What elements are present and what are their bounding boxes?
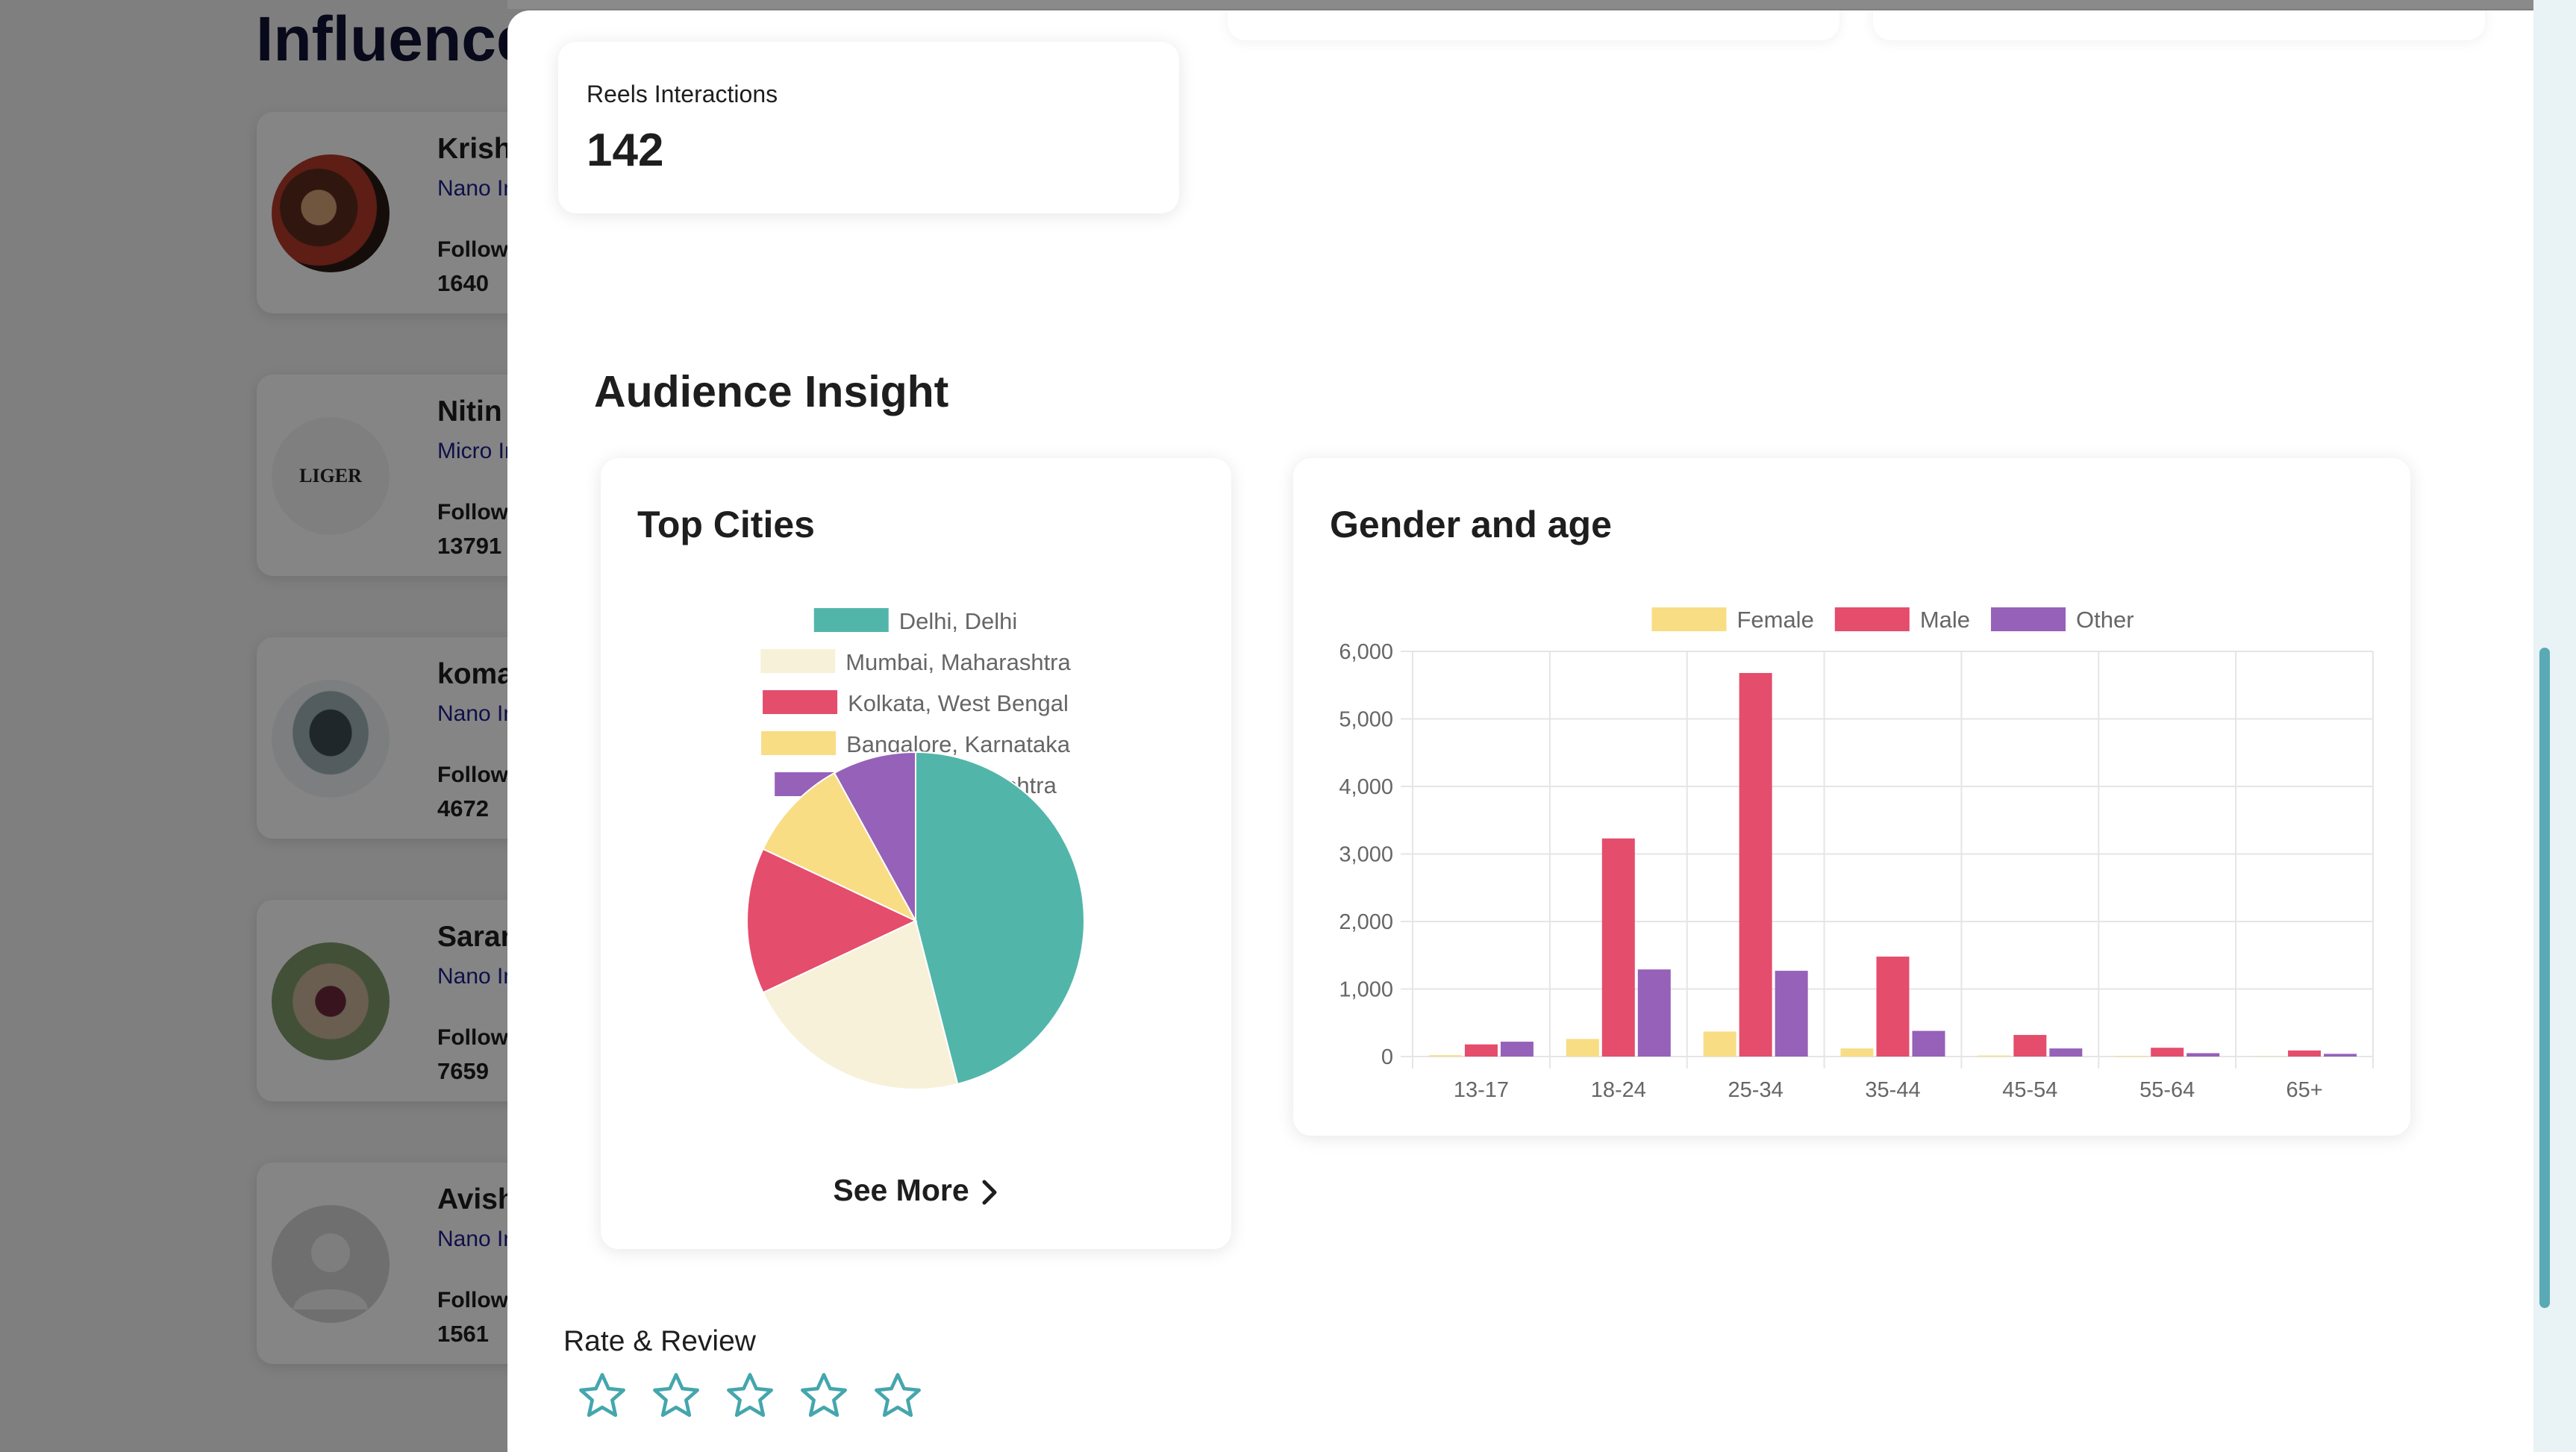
rate-review-label: Rate & Review (563, 1325, 756, 1357)
legend-swatch (760, 649, 836, 673)
section-heading: Audience Insight (594, 367, 949, 416)
y-tick-label: 0 (1381, 1045, 1393, 1069)
star-icon[interactable] (724, 1370, 776, 1422)
bar (2186, 1053, 2220, 1057)
legend-swatch (813, 608, 889, 632)
followers-count: 7659 (437, 1058, 489, 1084)
pie-slice (915, 751, 1085, 1086)
followers-count: 1640 (437, 270, 489, 296)
y-tick-label: 3,000 (1339, 843, 1393, 867)
gender-age-card: Gender and age 0 1,000 2,000 3,000 4,000 5,00… (1293, 458, 2410, 1136)
x-tick-label: 65+ (2286, 1078, 2322, 1102)
star-icon[interactable] (872, 1370, 924, 1422)
bar (1978, 1055, 2011, 1057)
top-cities-card: Top Cities Delhi, Delhi Mumbai, Maharasht… (601, 458, 1231, 1249)
avatar-logo-text: LIGER (299, 465, 362, 486)
avatar (272, 1205, 390, 1323)
followers-count: 13791 (437, 533, 502, 559)
see-more-button[interactable]: See More (601, 1173, 1231, 1208)
star-outline (875, 1373, 921, 1417)
bar (1912, 1030, 1945, 1057)
stat-label: Reels Interactions (587, 81, 778, 107)
y-tick-label: 6,000 (1339, 640, 1393, 664)
modal-top-edge (507, 0, 2556, 9)
top-cities-pie-chart: Delhi, Delhi Mumbai, Maharashtra Kolkata, … (746, 608, 1085, 1090)
star-icon[interactable] (798, 1370, 850, 1422)
avatar (272, 680, 390, 798)
x-tick-label: 35-44 (1865, 1078, 1920, 1102)
scrollbar-thumb[interactable] (2539, 648, 2550, 1308)
legend-label: Mumbai, Maharashtra (845, 649, 1071, 675)
x-tick-label: 45-54 (2002, 1078, 2057, 1102)
bar (1739, 672, 1772, 1057)
bar (1775, 971, 1808, 1057)
x-tick-label: 55-64 (2139, 1078, 2195, 1102)
bar (2288, 1050, 2322, 1057)
star-icon[interactable] (576, 1370, 628, 1422)
legend-label: Delhi, Delhi (899, 608, 1018, 634)
influencer-name: Nitin (437, 395, 502, 428)
star-outline (653, 1373, 699, 1417)
x-tick-label: 13-17 (1454, 1078, 1509, 1102)
pie-slice (762, 772, 918, 923)
bar (1500, 1042, 1534, 1057)
bar (2151, 1048, 2184, 1057)
bar (1464, 1044, 1498, 1057)
legend-label: Male (1920, 607, 1970, 633)
default-avatar-icon (293, 1233, 368, 1309)
reels-interactions-card: Reels Interactions 142 (558, 42, 1179, 213)
x-tick-label: 18-24 (1591, 1078, 1646, 1102)
legend-swatch (1991, 607, 2066, 631)
legend-swatch (761, 731, 837, 755)
bar (2115, 1056, 2148, 1057)
bar (1876, 957, 1910, 1057)
pie-slice (833, 751, 916, 921)
pie-slice (762, 919, 959, 1090)
influencer-detail-modal: Reels Interactions 142 Audience Insight … (507, 10, 2533, 1452)
legend-label: Female (1736, 607, 1813, 633)
influencer-name: Avish (437, 1183, 516, 1215)
legend-label: Other (2076, 607, 2134, 633)
x-tick-label: 25-34 (1728, 1078, 1783, 1102)
star-outline (579, 1373, 625, 1417)
bar (1566, 1039, 1599, 1057)
y-tick-label: 1,000 (1339, 978, 1393, 1002)
followers-count: 1561 (437, 1321, 489, 1347)
legend-swatch (1834, 607, 1910, 631)
influencer-name: komal (437, 658, 522, 690)
bar (1637, 969, 1671, 1057)
avatar (272, 154, 390, 272)
avatar (272, 942, 390, 1060)
star-icon[interactable] (650, 1370, 702, 1422)
bar (1601, 838, 1635, 1057)
star-outline (727, 1373, 773, 1417)
legend-label: Bangalore, Karnataka (846, 731, 1071, 757)
y-tick-label: 4,000 (1339, 775, 1393, 799)
y-tick-label: 2,000 (1339, 910, 1393, 934)
star-outline (801, 1373, 847, 1417)
avatar: LIGER (272, 417, 390, 535)
bar (2013, 1035, 2047, 1057)
legend-label: Kolkata, West Bengal (848, 690, 1069, 716)
legend-swatch (1651, 607, 1727, 631)
y-tick-label: 5,000 (1339, 708, 1393, 732)
chevron-right-icon (982, 1180, 997, 1205)
bar (1703, 1031, 1736, 1057)
legend-swatch (763, 690, 838, 714)
see-more-label: See More (833, 1173, 969, 1207)
pie-slice (746, 848, 918, 994)
followers-count: 4672 (437, 795, 489, 822)
card-title: Gender and age (1330, 504, 1612, 545)
bar (1428, 1055, 1462, 1057)
card-title: Top Cities (637, 504, 815, 545)
stat-value: 142 (587, 125, 664, 176)
gender-age-bar-chart: 0 1,000 2,000 3,000 4,000 5,000 6,000 13-17 18-2… (1339, 607, 2374, 1102)
bar (2049, 1048, 2083, 1057)
bar (2324, 1054, 2357, 1057)
stat-card (1228, 10, 1839, 40)
stat-card (1873, 10, 2485, 40)
bar (1840, 1048, 1874, 1057)
